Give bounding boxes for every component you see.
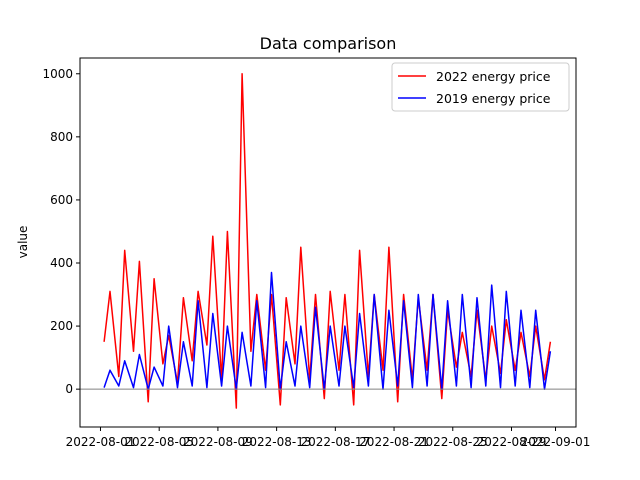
y-tick-label: 400 <box>50 256 73 270</box>
x-tick-label: 2022-09-01 <box>521 435 591 449</box>
y-tick-label: 600 <box>50 193 73 207</box>
y-tick-label: 1000 <box>42 67 73 81</box>
x-tick-label: 2022-08-01 <box>66 435 136 449</box>
y-tick-label: 0 <box>65 382 73 396</box>
x-tick-label: 2022-08-21 <box>359 435 429 449</box>
series-line-2 <box>103 271 552 390</box>
legend-label: 2022 energy price <box>436 69 551 84</box>
x-tick-label: 2022-08-29 <box>477 435 547 449</box>
legend-frame <box>391 62 570 112</box>
legend: 2022 energy price 2019 energy price <box>391 62 570 112</box>
x-tick-label: 2022-08-25 <box>418 435 488 449</box>
y-axis: 0 200 400 600 800 1000 <box>42 67 80 396</box>
x-tick-label: 2022-08-13 <box>242 435 312 449</box>
series-layer <box>103 73 552 409</box>
x-tick-label: 2022-08-17 <box>300 435 370 449</box>
x-tick-label: 2022-08-09 <box>183 435 253 449</box>
x-tick-label: 2022-08-05 <box>124 435 194 449</box>
plot-area <box>80 58 576 427</box>
legend-label: 2019 energy price <box>436 91 551 106</box>
x-axis: 2022-08-012022-08-052022-08-092022-08-13… <box>66 427 591 449</box>
plot-frame <box>79 57 577 428</box>
y-axis-label: value <box>16 226 30 259</box>
y-tick-label: 800 <box>50 130 73 144</box>
y-tick-label: 200 <box>50 319 73 333</box>
chart-title: Data comparison <box>260 34 397 53</box>
